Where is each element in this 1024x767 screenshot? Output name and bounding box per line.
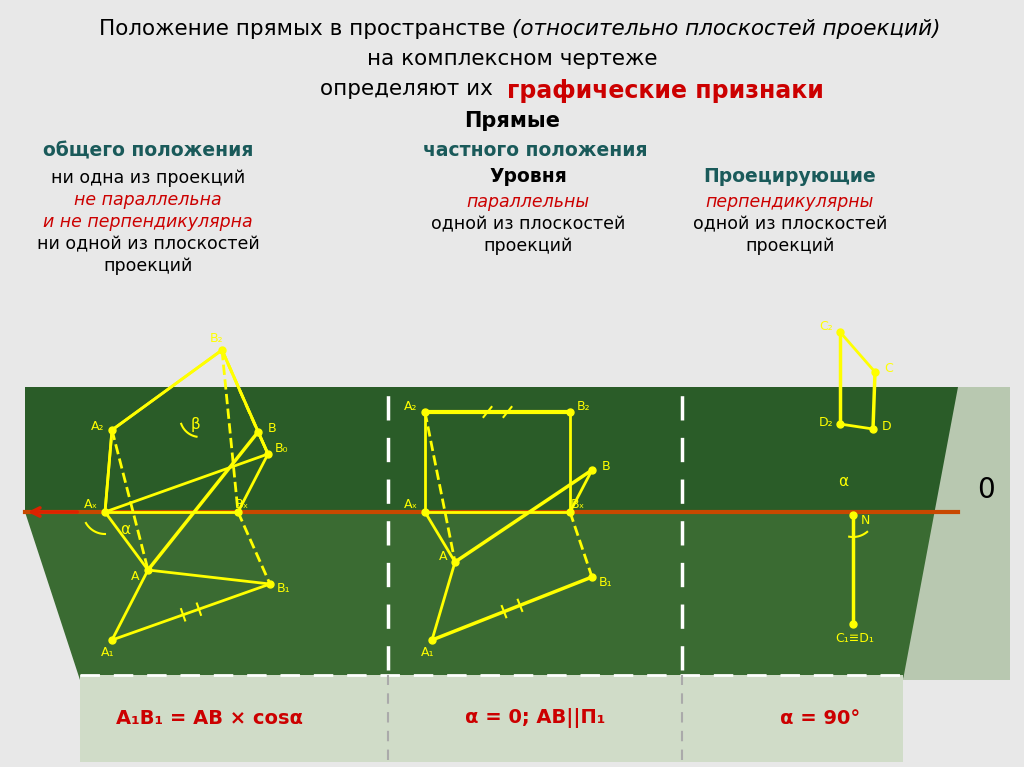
Text: Aₓ: Aₓ [84, 499, 98, 512]
Text: C₁≡D₁: C₁≡D₁ [836, 631, 874, 644]
Text: B₂: B₂ [578, 400, 591, 413]
Text: B₁: B₁ [278, 582, 291, 595]
Polygon shape [80, 675, 903, 762]
Text: проекций: проекций [103, 257, 193, 275]
Text: Aₓ: Aₓ [404, 499, 418, 512]
Text: Уровня: Уровня [489, 167, 567, 186]
Text: 0: 0 [977, 476, 995, 504]
Text: перпендикулярны: перпендикулярны [706, 193, 874, 211]
Polygon shape [903, 387, 1010, 680]
Text: N: N [860, 513, 869, 526]
Text: ни одной из плоскостей: ни одной из плоскостей [37, 235, 259, 253]
Text: (относительно плоскостей проекций): (относительно плоскостей проекций) [512, 19, 940, 39]
Text: одной из плоскостей: одной из плоскостей [693, 215, 887, 233]
Text: определяют их: определяют их [321, 79, 507, 99]
Text: A₂: A₂ [91, 420, 104, 433]
Text: Положение прямых в пространстве: Положение прямых в пространстве [98, 19, 512, 39]
Text: D₂: D₂ [818, 416, 834, 429]
Text: B₁: B₁ [599, 575, 612, 588]
Text: B₂: B₂ [210, 331, 224, 344]
Text: проекций: проекций [745, 237, 835, 255]
Text: C: C [885, 361, 893, 374]
Text: Bₓ: Bₓ [234, 498, 249, 511]
Text: Прямые: Прямые [464, 111, 560, 131]
Text: A₁: A₁ [101, 646, 115, 659]
Text: одной из плоскостей: одной из плоскостей [431, 215, 626, 233]
Text: не параллельна: не параллельна [74, 191, 222, 209]
Text: D: D [883, 420, 892, 433]
Text: α: α [838, 475, 848, 489]
Text: параллельны: параллельны [467, 193, 590, 211]
Text: B: B [602, 459, 610, 472]
Text: Проецирующие: Проецирующие [703, 167, 877, 186]
Text: α = 90°: α = 90° [780, 709, 860, 728]
Text: α = 0; AB||П₁: α = 0; AB||П₁ [465, 709, 605, 729]
Text: α: α [120, 522, 130, 538]
Text: A: A [438, 551, 447, 564]
Text: ни одна из проекций: ни одна из проекций [51, 169, 245, 187]
Text: C₂: C₂ [819, 321, 833, 334]
Text: β: β [190, 416, 200, 432]
Polygon shape [25, 387, 958, 512]
Text: A₁B₁ = AB × cosα: A₁B₁ = AB × cosα [117, 709, 303, 728]
Text: частного положения: частного положения [423, 141, 647, 160]
Text: B: B [267, 422, 276, 434]
Text: проекций: проекций [483, 237, 572, 255]
Text: A₁: A₁ [421, 646, 435, 659]
Text: Bₓ: Bₓ [571, 498, 585, 511]
Text: A₂: A₂ [404, 400, 418, 413]
Text: на комплексном чертеже: на комплексном чертеже [367, 49, 657, 69]
Text: A: A [131, 570, 139, 582]
Text: общего положения: общего положения [43, 141, 253, 160]
Text: и не перпендикулярна: и не перпендикулярна [43, 213, 253, 231]
Text: B₀: B₀ [274, 443, 288, 456]
Text: графические признаки: графические признаки [507, 79, 824, 103]
Polygon shape [25, 512, 958, 680]
